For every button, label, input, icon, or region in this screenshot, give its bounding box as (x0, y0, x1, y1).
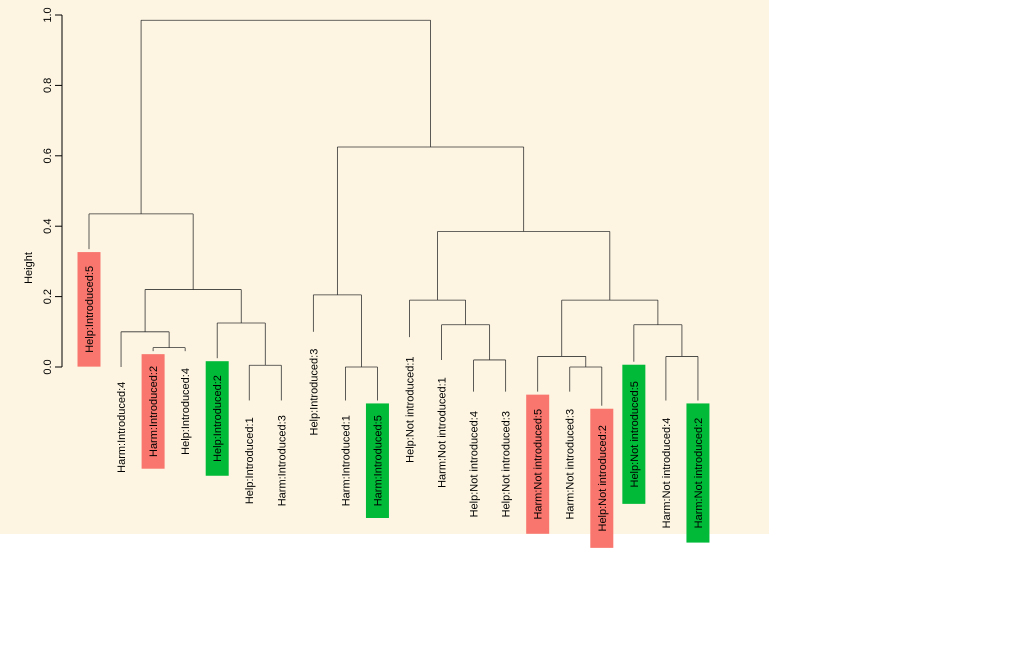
leaf-label: Harm:Not introduced:2 (693, 418, 705, 529)
leaf-label: Help:Introduced:2 (212, 375, 224, 462)
leaf-label: Harm:Introduced:3 (276, 415, 288, 506)
leaf-label: Help:Introduced:3 (308, 349, 320, 436)
leaf-label: Harm:Introduced:1 (340, 415, 352, 506)
leaf-label: Harm:Introduced:4 (116, 382, 128, 473)
y-axis-label: Height (23, 252, 35, 284)
leaf-highlight-green (622, 364, 646, 504)
y-tick-label: 0.0 (42, 359, 54, 374)
y-tick-label: 0.8 (42, 78, 54, 93)
leaf-label: Harm:Not introduced:4 (661, 418, 673, 529)
leaf-highlight-green (365, 403, 389, 518)
leaf-label: Harm:Not introduced:1 (437, 377, 449, 488)
leaf-highlight-red (77, 252, 101, 367)
leaf-label: Help:Not introduced:3 (501, 411, 513, 517)
y-tick-label: 0.2 (42, 289, 54, 304)
leaf-label: Help:Not introduced:1 (405, 356, 417, 462)
leaf-highlight-red (141, 354, 165, 469)
leaf-label: Help:Introduced:5 (84, 266, 96, 353)
y-tick-label: 0.4 (42, 219, 54, 234)
leaf-highlight-green (686, 403, 710, 543)
leaf-label: Harm:Not introduced:5 (533, 409, 545, 520)
leaf-label: Help:Not introduced:2 (597, 425, 609, 531)
leaf-label: Harm:Not introduced:3 (565, 409, 577, 520)
y-tick-label: 1.0 (42, 7, 54, 22)
leaf-label: Harm:Introduced:5 (372, 415, 384, 506)
leaf-label: Help:Not introduced:5 (629, 381, 641, 487)
leaf-label: Harm:Introduced:2 (148, 366, 160, 457)
leaf-label: Help:Introduced:1 (244, 417, 256, 504)
leaf-label: Help:Not introduced:4 (469, 411, 481, 517)
leaf-highlight-red (590, 408, 614, 548)
leaf-label: Help:Introduced:4 (180, 368, 192, 455)
y-tick-label: 0.6 (42, 148, 54, 163)
leaf-highlight-green (205, 361, 229, 476)
leaf-highlight-red (526, 394, 550, 534)
